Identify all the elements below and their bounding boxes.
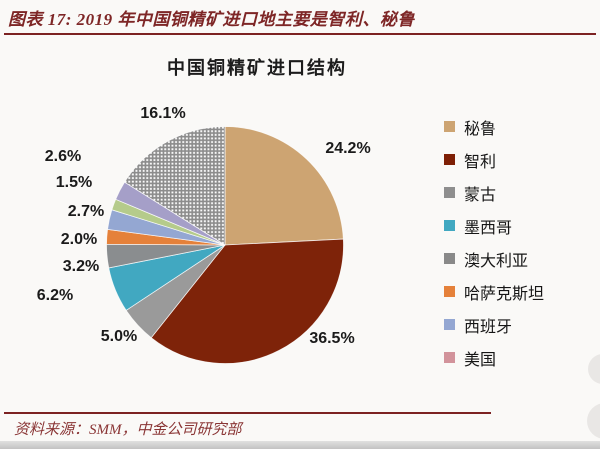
legend-label: 西班牙 xyxy=(464,318,513,336)
legend-item-秘鲁: 秘鲁 xyxy=(444,110,594,143)
legend-swatch-icon xyxy=(444,319,455,330)
legend-item-澳大利亚: 澳大利亚 xyxy=(444,242,594,275)
legend-label: 墨西哥 xyxy=(464,219,513,237)
slice-label-澳大利亚: 3.2% xyxy=(62,258,100,275)
legend-label: 蒙古 xyxy=(464,186,497,204)
chart-title: 中国铜精矿进口结构 xyxy=(167,58,347,78)
legend-item-智利: 智利 xyxy=(444,143,594,176)
legend-label: 哈萨克斯坦 xyxy=(464,285,545,303)
legend-label: 智利 xyxy=(464,153,497,171)
slice-label-2.6%: 2.6% xyxy=(44,148,82,165)
legend-swatch-icon xyxy=(444,352,455,363)
slice-label-秘鲁: 24.2% xyxy=(325,140,371,157)
pie-slice-智利 xyxy=(150,238,344,364)
watermark-circle xyxy=(587,403,600,439)
pie-slice-秘鲁 xyxy=(224,126,344,246)
slice-label-蒙古: 5.0% xyxy=(100,328,138,345)
legend-swatch-icon xyxy=(444,286,455,297)
legend-item-蒙古: 蒙古 xyxy=(444,176,594,209)
slice-label-智利: 36.5% xyxy=(309,330,355,347)
slice-label-西班牙: 2.7% xyxy=(67,203,105,220)
watermark-circle xyxy=(588,354,600,384)
legend-item-西班牙: 西班牙 xyxy=(444,308,594,341)
legend-label: 澳大利亚 xyxy=(464,252,529,270)
legend-swatch-icon xyxy=(444,154,455,165)
pie-chart xyxy=(106,126,344,364)
bottom-bar xyxy=(0,441,600,449)
slice-label-1.5%: 1.5% xyxy=(55,174,93,191)
pie-slice-16.1% xyxy=(123,126,226,246)
legend-label: 美国 xyxy=(464,351,497,369)
legend-item-美国: 美国 xyxy=(444,341,594,374)
legend-swatch-icon xyxy=(444,187,455,198)
legend-label: 秘鲁 xyxy=(464,120,497,138)
legend-swatch-icon xyxy=(444,220,455,231)
slice-label-16.1%: 16.1% xyxy=(140,105,186,122)
source-note: 资料来源：SMM，中金公司研究部 xyxy=(14,422,242,438)
source-divider xyxy=(4,412,491,414)
chart-legend: 秘鲁智利蒙古墨西哥澳大利亚哈萨克斯坦西班牙美国 xyxy=(444,110,594,374)
legend-item-墨西哥: 墨西哥 xyxy=(444,209,594,242)
caption-underline xyxy=(4,33,596,35)
pie-svg xyxy=(106,126,344,364)
figure-caption: 图表 17: 2019 年中国铜精矿进口地主要是智利、秘鲁 xyxy=(8,10,415,29)
legend-item-哈萨克斯坦: 哈萨克斯坦 xyxy=(444,275,594,308)
legend-swatch-icon xyxy=(444,121,455,132)
slice-label-哈萨克斯坦: 2.0% xyxy=(60,231,98,248)
legend-swatch-icon xyxy=(444,253,455,264)
slice-label-墨西哥: 6.2% xyxy=(36,287,74,304)
